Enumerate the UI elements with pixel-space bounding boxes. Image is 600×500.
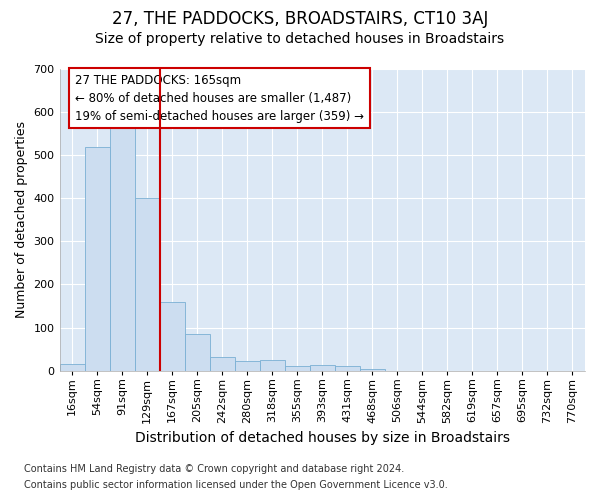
Bar xyxy=(160,302,185,370)
Bar xyxy=(310,366,335,370)
Bar xyxy=(134,198,160,370)
Bar xyxy=(235,361,260,370)
Bar xyxy=(260,360,285,370)
Text: Contains public sector information licensed under the Open Government Licence v3: Contains public sector information licen… xyxy=(24,480,448,490)
Text: 27, THE PADDOCKS, BROADSTAIRS, CT10 3AJ: 27, THE PADDOCKS, BROADSTAIRS, CT10 3AJ xyxy=(112,10,488,28)
Text: 27 THE PADDOCKS: 165sqm
← 80% of detached houses are smaller (1,487)
19% of semi: 27 THE PADDOCKS: 165sqm ← 80% of detache… xyxy=(76,74,364,122)
Bar xyxy=(285,366,310,370)
Bar xyxy=(335,366,360,370)
Text: Size of property relative to detached houses in Broadstairs: Size of property relative to detached ho… xyxy=(95,32,505,46)
Bar xyxy=(59,364,85,370)
Bar xyxy=(209,357,235,370)
Bar xyxy=(110,118,134,370)
Y-axis label: Number of detached properties: Number of detached properties xyxy=(15,122,28,318)
X-axis label: Distribution of detached houses by size in Broadstairs: Distribution of detached houses by size … xyxy=(135,431,510,445)
Text: Contains HM Land Registry data © Crown copyright and database right 2024.: Contains HM Land Registry data © Crown c… xyxy=(24,464,404,474)
Bar xyxy=(85,146,110,370)
Bar xyxy=(185,334,209,370)
